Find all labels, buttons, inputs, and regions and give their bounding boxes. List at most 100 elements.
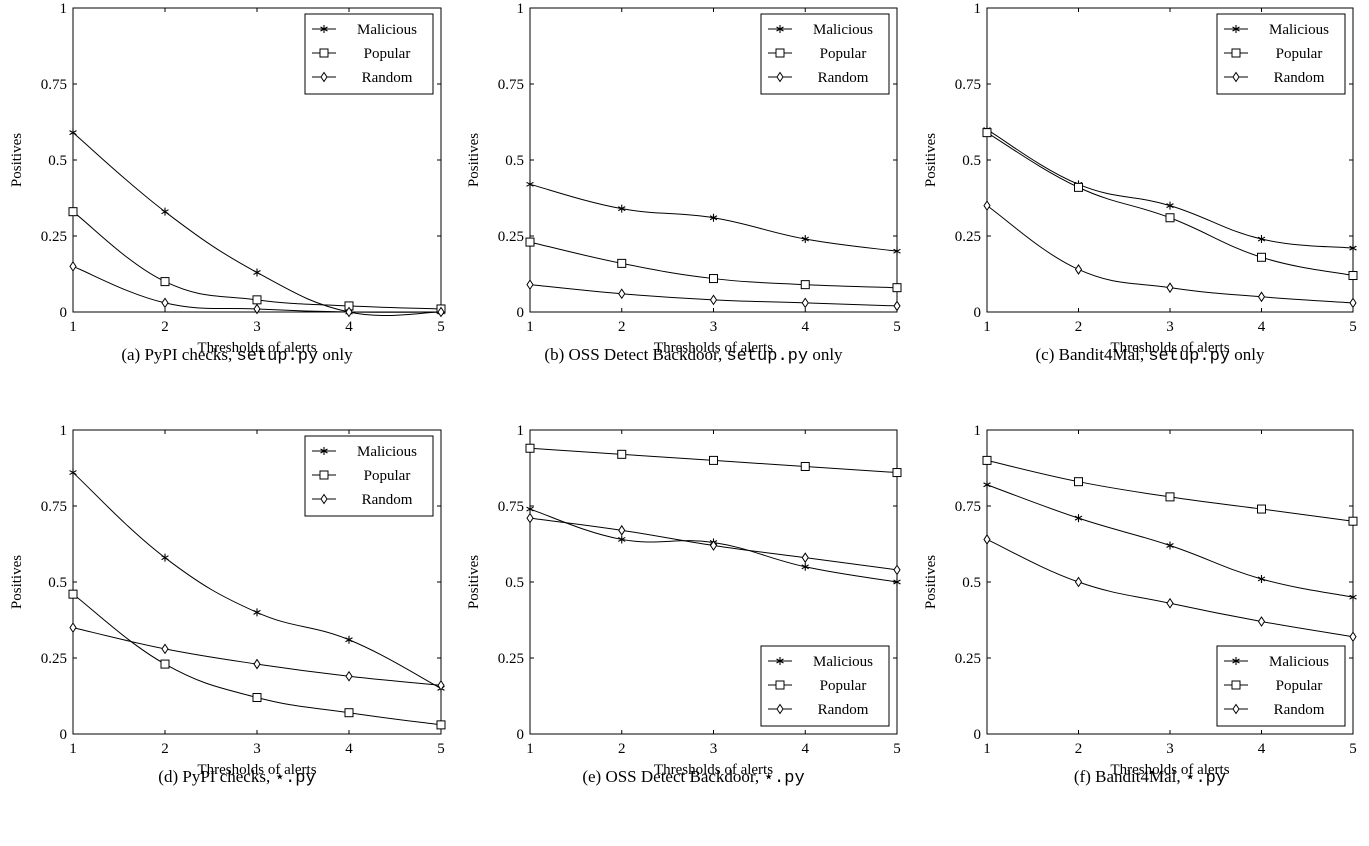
legend-marker-malicious	[320, 25, 328, 33]
chart-panel-1: 1 2 3 4 5 0 0.25 0.5 0.75 1 Thresholds of alerts Po…	[9, 1, 446, 366]
data-point-random	[1257, 616, 1266, 627]
legend-marker-malicious	[1232, 25, 1240, 33]
caption-prefix: (e) OSS Detect Backdoor,	[582, 767, 763, 786]
data-point-random	[1074, 264, 1083, 275]
series-popular	[525, 443, 902, 478]
data-point-random	[983, 534, 991, 545]
data-point-malicious	[801, 235, 809, 244]
x-tick-label: 2	[1075, 741, 1083, 757]
data-point-malicious	[1166, 201, 1174, 210]
legend-entry-random: Random	[362, 492, 413, 508]
data-point-malicious	[69, 468, 77, 477]
x-tick-label: 2	[618, 319, 626, 335]
series-popular	[68, 589, 446, 730]
x-tick-label: 4	[1258, 741, 1266, 757]
x-tick-label: 4	[345, 741, 353, 757]
legend-marker-popular	[319, 470, 329, 480]
x-tick-label: 1	[526, 741, 534, 757]
caption-suffix: only	[1230, 345, 1265, 364]
y-tick-label: 1	[60, 423, 68, 439]
legend-entry-malicious: Malicious	[1269, 22, 1329, 38]
legend: Malicious Popular Random	[304, 13, 434, 95]
data-point-malicious	[893, 247, 901, 256]
chart-panel-4: 1 2 3 4 5 0 0.25 0.5 0.75 1 Thresholds of alerts Po…	[9, 423, 446, 788]
data-point-popular	[525, 443, 535, 453]
y-tick-label: 0.25	[955, 229, 981, 245]
y-tick-label: 0.5	[962, 153, 981, 169]
data-point-malicious	[618, 535, 626, 544]
legend: Malicious Popular Random	[1216, 645, 1346, 727]
data-point-malicious	[1349, 244, 1357, 253]
data-point-random	[526, 279, 534, 291]
caption-code: ⋆.py	[274, 769, 315, 788]
x-tick-label: 5	[437, 319, 445, 335]
legend-marker-popular	[775, 680, 785, 690]
data-point-random	[161, 297, 169, 309]
data-point-popular	[436, 720, 446, 730]
x-tick-label: 5	[437, 741, 445, 757]
y-tick-label: 0	[974, 727, 982, 743]
y-tick-label: 0.25	[41, 651, 67, 667]
data-point-malicious	[1349, 593, 1357, 602]
data-point-popular	[892, 468, 902, 478]
caption-prefix: (d) PyPI checks,	[158, 767, 274, 786]
series-malicious	[69, 128, 445, 316]
legend-marker-random	[320, 71, 328, 83]
data-point-popular	[1257, 252, 1266, 262]
data-point-random	[983, 200, 991, 212]
y-tick-label: 0.75	[41, 499, 67, 515]
chart-panel-6: 1 2 3 4 5 0 0.25 0.5 0.75 1 Thresholds of alerts Po…	[923, 423, 1358, 788]
data-point-popular	[1348, 516, 1358, 526]
caption-code: setup.py	[237, 347, 319, 366]
legend-marker-random	[1232, 71, 1240, 83]
data-point-random	[801, 552, 809, 564]
caption-prefix: (b) OSS Detect Backdoor,	[544, 345, 726, 364]
legend-marker-random	[1232, 703, 1240, 715]
y-tick-label: 1	[974, 1, 982, 17]
data-point-malicious	[1257, 235, 1266, 244]
data-point-popular	[1257, 504, 1266, 514]
data-point-popular	[160, 659, 170, 669]
data-point-random	[1349, 631, 1357, 643]
series-random	[526, 512, 901, 576]
data-point-malicious	[345, 635, 353, 644]
series-malicious	[983, 480, 1357, 602]
data-point-popular	[252, 693, 262, 703]
data-point-random	[618, 524, 626, 536]
y-tick-label: 0.25	[498, 229, 524, 245]
y-tick-label: 0	[60, 727, 68, 743]
data-point-malicious	[161, 553, 169, 562]
x-axis-label: Thresholds of alerts	[197, 762, 316, 778]
legend: Malicious Popular Random	[760, 13, 890, 95]
legend-marker-random	[320, 493, 328, 505]
y-tick-label: 0.75	[955, 499, 981, 515]
y-tick-label: 1	[974, 423, 982, 439]
data-point-popular	[1165, 213, 1175, 223]
y-axis-label: Positives	[9, 555, 25, 609]
x-tick-label: 2	[161, 741, 169, 757]
x-tick-label: 5	[893, 319, 901, 335]
y-tick-label: 0	[517, 305, 525, 321]
caption-suffix: only	[318, 345, 353, 364]
data-point-malicious	[801, 562, 809, 571]
legend-marker-popular	[1231, 680, 1241, 690]
data-point-popular	[709, 274, 718, 284]
data-point-popular	[617, 449, 627, 459]
data-point-popular	[892, 283, 902, 293]
x-tick-label: 4	[345, 319, 353, 335]
caption-code: setup.py	[1148, 347, 1230, 366]
y-tick-label: 0.75	[498, 77, 524, 93]
y-tick-label: 0	[974, 305, 982, 321]
caption-code: ⋆.py	[763, 769, 804, 788]
series-random	[983, 534, 1357, 643]
data-point-random	[526, 512, 534, 524]
x-tick-label: 1	[69, 319, 77, 335]
data-point-random	[1349, 297, 1357, 309]
x-tick-label: 3	[710, 319, 718, 335]
data-point-random	[1166, 282, 1174, 294]
data-point-popular	[1074, 477, 1083, 487]
y-tick-label: 0.25	[955, 651, 981, 667]
x-tick-label: 5	[1349, 741, 1357, 757]
y-axis-label: Positives	[923, 555, 939, 609]
series-random	[526, 279, 901, 312]
